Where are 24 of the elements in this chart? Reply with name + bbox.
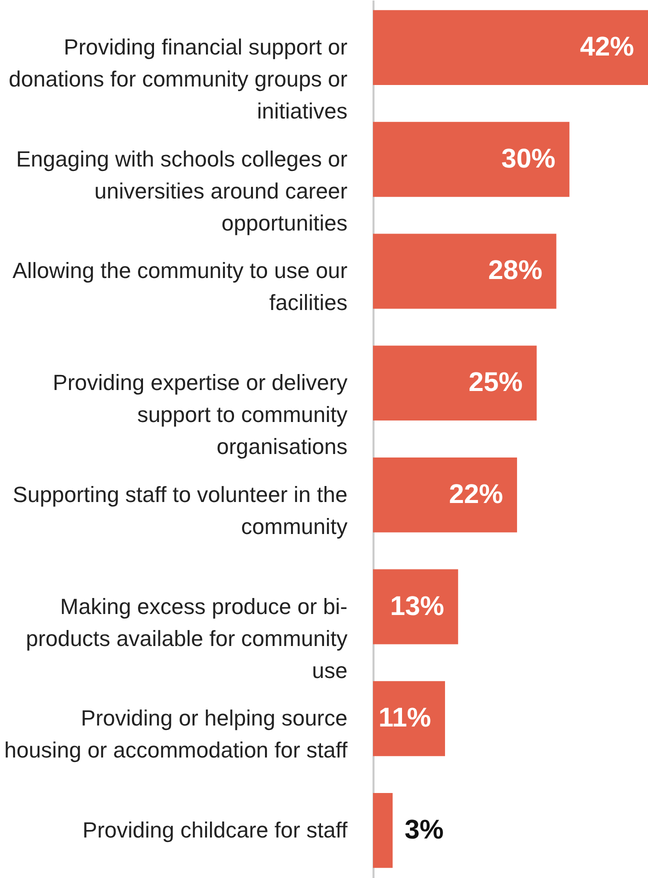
bar <box>373 122 570 197</box>
data-label: 22% <box>449 478 504 509</box>
bar <box>373 234 556 309</box>
bar <box>373 681 446 756</box>
data-label: 3% <box>404 814 444 844</box>
y-tick-label: Supporting staff to volunteer in the community <box>12 482 348 539</box>
y-tick-label: Allowing the community to use our facilities <box>12 258 348 316</box>
data-label: 11% <box>378 702 432 733</box>
y-tick-label: Making excess produce or bi-products available for community use <box>26 594 348 683</box>
bar <box>373 10 648 86</box>
data-label: 25% <box>468 367 523 398</box>
y-tick-label: Providing childcare for staff <box>82 817 348 842</box>
bar <box>373 457 518 532</box>
y-tick-label: Providing financial support or donations for community groups or initiatives <box>8 34 348 124</box>
data-label: 30% <box>501 143 556 174</box>
y-tick-label: Engaging with schools colleges or universities around career opportunities <box>16 146 348 236</box>
bar <box>373 569 458 644</box>
data-label: 42% <box>580 32 634 62</box>
y-tick-label: Providing expertise or delivery support to community organisations <box>52 370 348 460</box>
data-label: 28% <box>488 255 542 286</box>
data-label: 13% <box>390 590 444 621</box>
bar <box>373 792 393 868</box>
y-tick-label: Providing or helping source housing or accommodation for staff <box>4 706 348 763</box>
bar <box>373 346 537 421</box>
